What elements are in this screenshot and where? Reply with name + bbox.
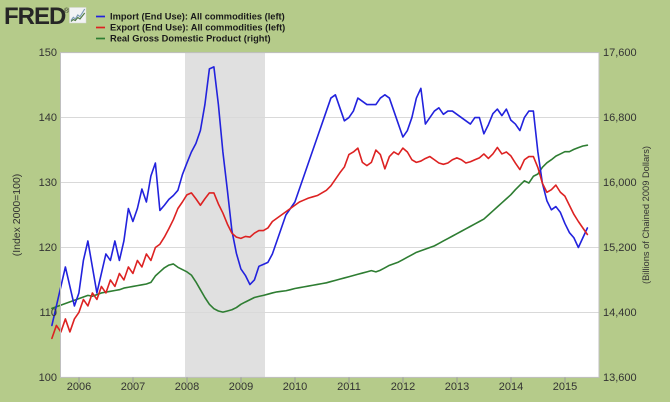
svg-text:16,000: 16,000 — [603, 177, 637, 189]
svg-text:Export (End Use): All commodit: Export (End Use): All commodities (left) — [110, 23, 285, 33]
svg-text:150: 150 — [39, 47, 57, 59]
svg-text:110: 110 — [39, 307, 57, 319]
svg-text:14,400: 14,400 — [603, 307, 637, 319]
svg-text:2010: 2010 — [283, 381, 307, 393]
svg-text:120: 120 — [39, 242, 57, 254]
svg-text:2013: 2013 — [445, 381, 469, 393]
svg-text:2006: 2006 — [67, 381, 91, 393]
svg-text:2011: 2011 — [337, 381, 361, 393]
svg-text:Real Gross Domestic Product (r: Real Gross Domestic Product (right) — [110, 34, 271, 44]
svg-text:®: ® — [64, 7, 70, 15]
svg-text:16,800: 16,800 — [603, 112, 637, 124]
svg-text:FRED: FRED — [4, 3, 66, 30]
svg-text:130: 130 — [39, 177, 57, 189]
svg-text:Import (End Use): All commodit: Import (End Use): All commodities (left) — [110, 12, 285, 22]
svg-text:13,600: 13,600 — [603, 372, 637, 384]
svg-text:(Index 2000=100): (Index 2000=100) — [11, 174, 23, 257]
svg-text:2015: 2015 — [553, 381, 577, 393]
svg-text:15,200: 15,200 — [603, 242, 637, 254]
svg-text:(Billions of Chained 2009 Doll: (Billions of Chained 2009 Dollars) — [641, 146, 651, 284]
svg-text:100: 100 — [39, 372, 57, 384]
svg-text:140: 140 — [39, 112, 57, 124]
svg-text:2009: 2009 — [229, 381, 253, 393]
svg-text:17,600: 17,600 — [603, 47, 637, 59]
svg-text:2014: 2014 — [499, 381, 523, 393]
svg-text:2012: 2012 — [391, 381, 415, 393]
svg-text:2007: 2007 — [121, 381, 145, 393]
svg-text:2008: 2008 — [175, 381, 199, 393]
